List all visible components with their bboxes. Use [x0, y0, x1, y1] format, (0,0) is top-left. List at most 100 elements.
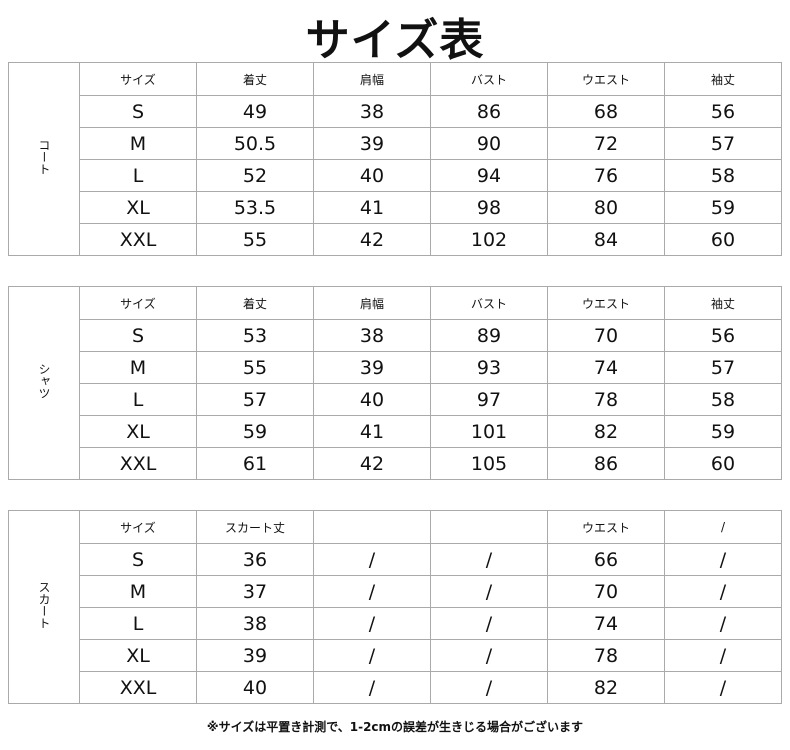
value-cell: 53	[196, 319, 314, 352]
column-header: 着丈	[196, 62, 314, 96]
column-header	[313, 510, 431, 544]
table-row: XL 39//78/	[9, 639, 782, 672]
column-header: バスト	[430, 62, 548, 96]
value-cell: 38	[313, 95, 431, 128]
value-cell: 55	[196, 223, 314, 256]
value-cell: /	[664, 607, 782, 640]
column-header: /	[664, 510, 782, 544]
column-header: 袖丈	[664, 62, 782, 96]
value-cell: 74	[547, 607, 665, 640]
column-header: 肩幅	[313, 62, 431, 96]
value-cell: 58	[664, 159, 782, 192]
header-row: スカート サイズ スカート丈 ウエスト /	[8, 510, 782, 704]
table-row: M 37//70/	[9, 575, 782, 608]
size-cell: XXL	[79, 447, 197, 480]
size-table: シャツ サイズ 着丈 肩幅 バスト ウエスト 袖丈 S 53 38 89 70 56 M 55 39 93 74 5…	[8, 286, 782, 480]
value-cell: 98	[430, 191, 548, 224]
value-cell: /	[313, 575, 431, 608]
value-cell: 37	[196, 575, 314, 608]
value-cell: /	[430, 639, 548, 672]
value-cell: 59	[196, 415, 314, 448]
column-header: バスト	[430, 286, 548, 320]
value-cell: 78	[547, 639, 665, 672]
value-cell: /	[664, 543, 782, 576]
value-cell: 57	[196, 383, 314, 416]
value-cell: 97	[430, 383, 548, 416]
table-row: XXL 40//82/	[9, 671, 782, 704]
value-cell: 72	[547, 127, 665, 160]
value-cell: /	[430, 543, 548, 576]
value-cell: 42	[313, 223, 431, 256]
column-header: 肩幅	[313, 286, 431, 320]
table-row: XL 53.5 41 98 80 59	[9, 191, 782, 224]
size-cell: L	[79, 383, 197, 416]
value-cell: 58	[664, 383, 782, 416]
value-cell: 105	[430, 447, 548, 480]
table-row: L 57 40 97 78 58	[9, 383, 782, 416]
value-cell: /	[664, 639, 782, 672]
value-cell: 76	[547, 159, 665, 192]
size-table: スカート サイズ スカート丈 ウエスト / S 36//66/M 37//70/L 38//74…	[8, 510, 782, 704]
value-cell: 86	[547, 447, 665, 480]
value-cell: 70	[547, 575, 665, 608]
value-cell: 61	[196, 447, 314, 480]
column-header: サイズ	[79, 286, 197, 320]
table-row: S 49 38 86 68 56	[9, 95, 782, 128]
size-cell: S	[79, 95, 197, 128]
value-cell: 57	[664, 127, 782, 160]
value-cell: 40	[196, 671, 314, 704]
column-header: 着丈	[196, 286, 314, 320]
table-row: M 55 39 93 74 57	[9, 351, 782, 384]
value-cell: 60	[664, 447, 782, 480]
value-cell: 55	[196, 351, 314, 384]
value-cell: 39	[313, 351, 431, 384]
value-cell: 66	[547, 543, 665, 576]
column-header	[430, 510, 548, 544]
page-title: サイズ表	[305, 15, 485, 66]
value-cell: 49	[196, 95, 314, 128]
category-text: スカート	[37, 581, 51, 629]
table-row: L 52 40 94 76 58	[9, 159, 782, 192]
category-label: スカート	[8, 510, 80, 704]
value-cell: /	[430, 575, 548, 608]
value-cell: 93	[430, 351, 548, 384]
value-cell: 59	[664, 415, 782, 448]
value-cell: 39	[313, 127, 431, 160]
value-cell: 42	[313, 447, 431, 480]
value-cell: 82	[547, 415, 665, 448]
value-cell: /	[313, 543, 431, 576]
category-text: シャツ	[37, 363, 51, 399]
column-header: スカート丈	[196, 510, 314, 544]
table-row: XXL 55 42 102 84 60	[9, 223, 782, 256]
size-cell: S	[79, 543, 197, 576]
size-cell: M	[79, 127, 197, 160]
value-cell: /	[664, 671, 782, 704]
value-cell: 50.5	[196, 127, 314, 160]
category-label: シャツ	[8, 286, 80, 480]
size-cell: M	[79, 351, 197, 384]
value-cell: 59	[664, 191, 782, 224]
column-header: サイズ	[79, 510, 197, 544]
column-header: 袖丈	[664, 286, 782, 320]
measurement-note: ※サイズは平置き計測で、1-2cmの誤差が生きじる場合がございます	[206, 720, 584, 734]
value-cell: 68	[547, 95, 665, 128]
size-cell: L	[79, 607, 197, 640]
value-cell: 82	[547, 671, 665, 704]
header-row: シャツ サイズ 着丈 肩幅 バスト ウエスト 袖丈	[8, 286, 782, 480]
size-cell: L	[79, 159, 197, 192]
value-cell: /	[313, 607, 431, 640]
size-cell: XL	[79, 639, 197, 672]
value-cell: 40	[313, 159, 431, 192]
value-cell: /	[664, 575, 782, 608]
value-cell: 74	[547, 351, 665, 384]
column-header: ウエスト	[547, 286, 665, 320]
value-cell: 78	[547, 383, 665, 416]
value-cell: /	[430, 671, 548, 704]
value-cell: 52	[196, 159, 314, 192]
value-cell: /	[313, 671, 431, 704]
value-cell: 36	[196, 543, 314, 576]
table-row: XXL 61 42 105 86 60	[9, 447, 782, 480]
size-cell: XXL	[79, 223, 197, 256]
value-cell: 102	[430, 223, 548, 256]
table-row: S 53 38 89 70 56	[9, 319, 782, 352]
